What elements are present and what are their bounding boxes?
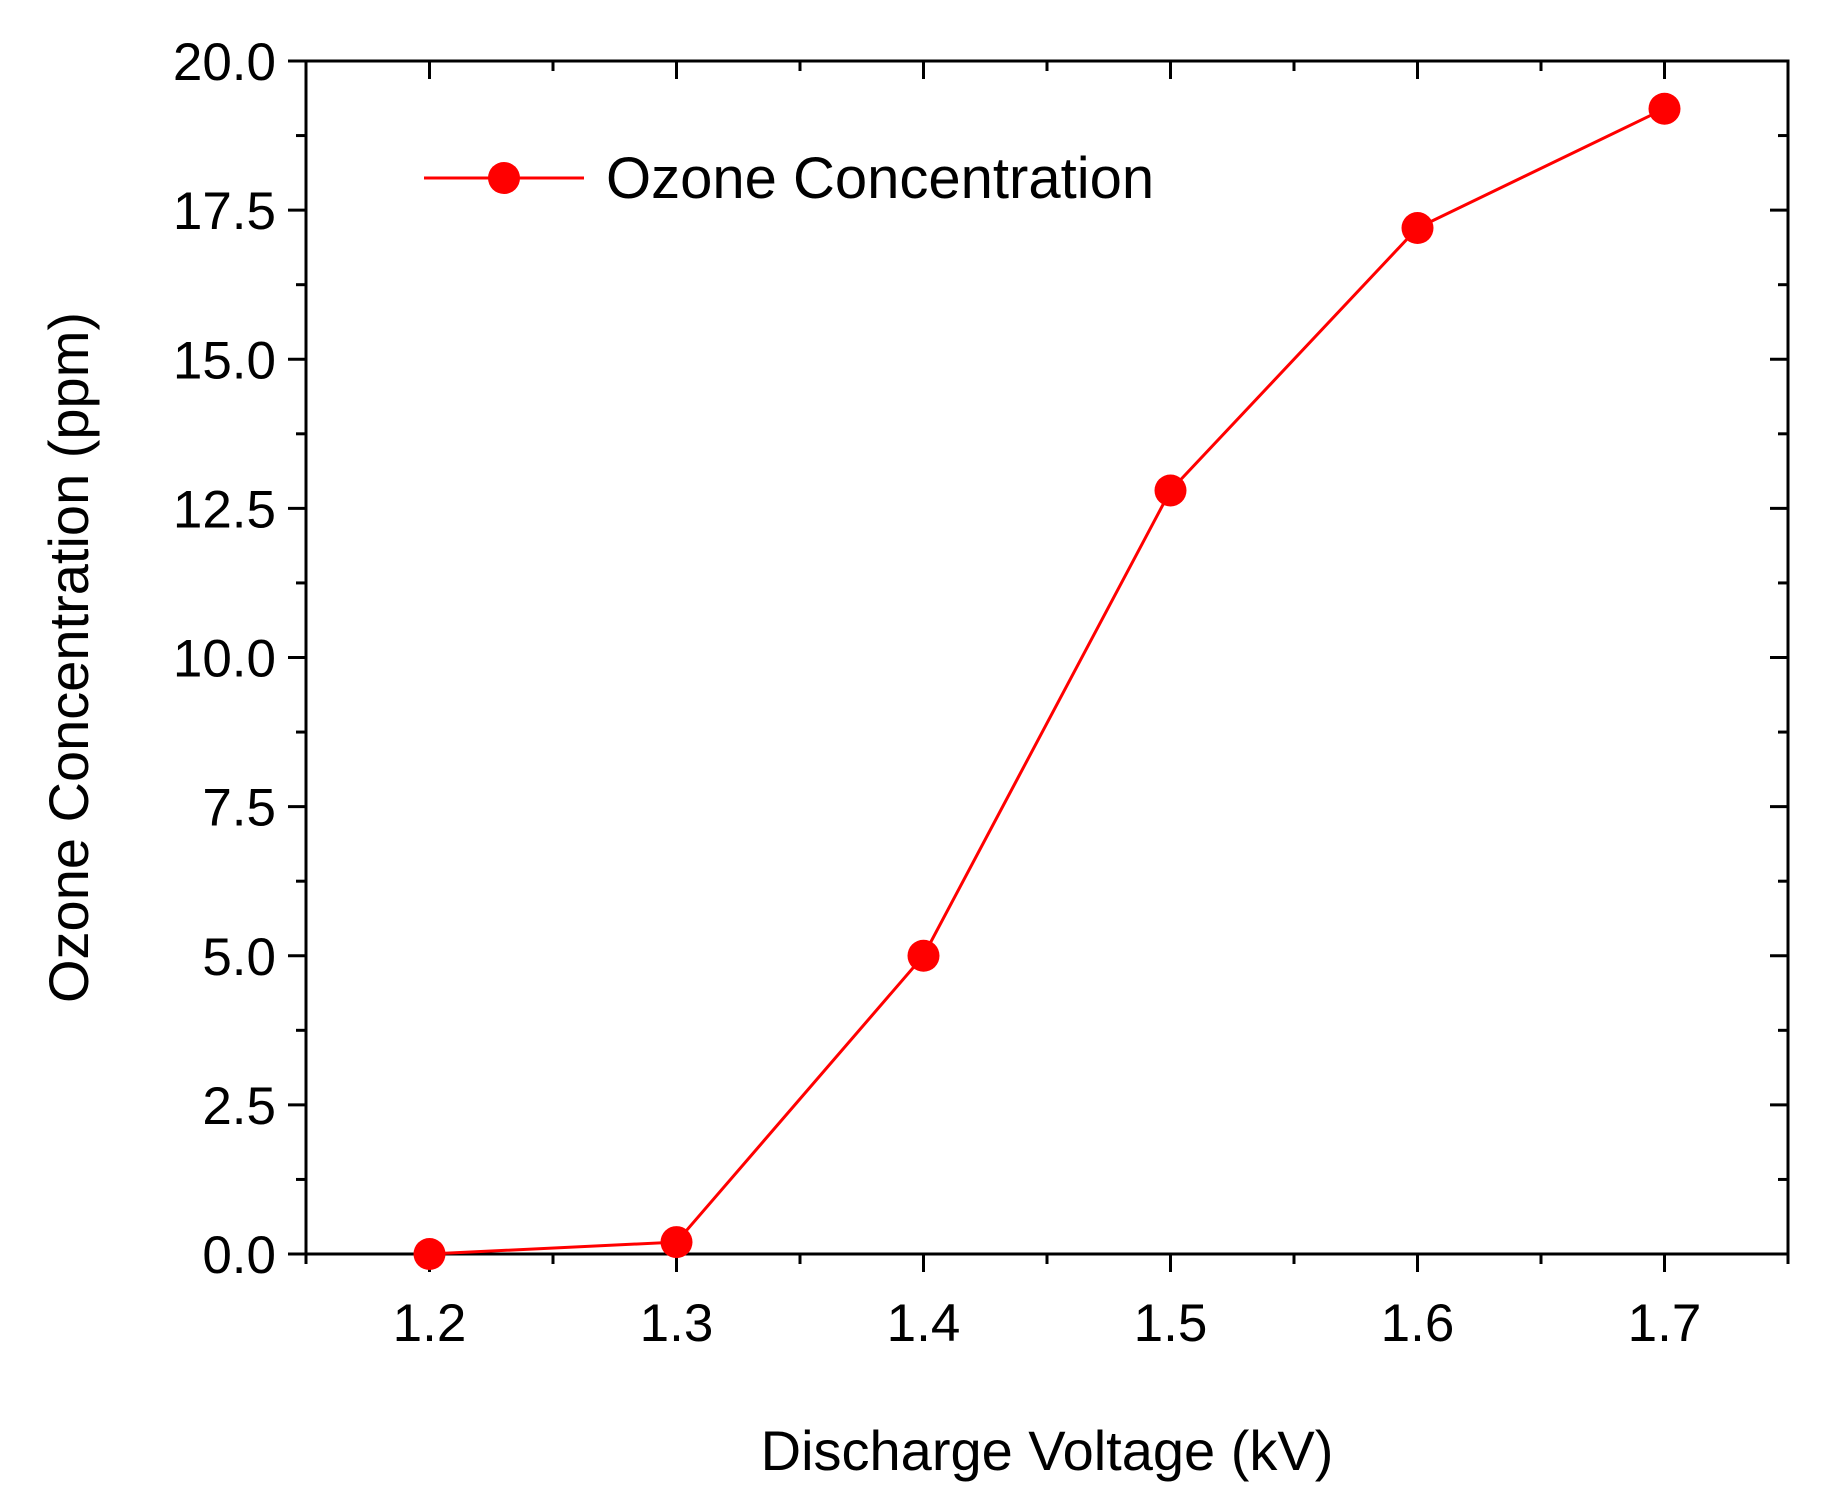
- data-point: [1648, 92, 1681, 125]
- legend: Ozone Concentration: [424, 146, 1154, 211]
- x-tick-label: 1.6: [1381, 1294, 1455, 1353]
- y-tick-label: 15.0: [173, 331, 276, 390]
- legend-marker-sample: [488, 162, 520, 194]
- x-tick-label: 1.7: [1628, 1294, 1702, 1353]
- x-axis-title: Discharge Voltage (kV): [761, 1419, 1334, 1482]
- data-point: [907, 939, 940, 972]
- y-tick-label: 12.5: [173, 480, 276, 539]
- y-tick-label: 0.0: [202, 1226, 276, 1285]
- series-line: [429, 107, 1666, 1256]
- y-tick-label: 2.5: [202, 1077, 276, 1136]
- x-tick-label: 1.3: [640, 1294, 714, 1353]
- data-point: [1401, 212, 1434, 245]
- axes: [304, 59, 1790, 1256]
- y-tick-label: 10.0: [173, 630, 276, 689]
- y-tick-label: 20.0: [173, 33, 276, 92]
- ticks: 1.2 1.3 1.4 1.5 1.6 1.7 0.0 2.5 5.0 7.5 10.0 12.5 15…: [173, 33, 1790, 1353]
- data-point: [1154, 474, 1187, 507]
- y-tick-label: 5.0: [202, 928, 276, 987]
- plot-frame: [304, 59, 1790, 1256]
- x-tick-label: 1.4: [887, 1294, 961, 1353]
- x-tick-label: 1.2: [393, 1294, 467, 1353]
- legend-label: Ozone Concentration: [606, 146, 1154, 211]
- data-point: [413, 1238, 446, 1270]
- y-tick-label: 17.5: [173, 182, 276, 241]
- y-axis-title: Ozone Concentration (ppm): [37, 312, 100, 1003]
- x-tick-label: 1.5: [1134, 1294, 1208, 1353]
- y-tick-label: 7.5: [202, 779, 276, 838]
- series: [413, 92, 1681, 1270]
- data-point: [660, 1226, 693, 1259]
